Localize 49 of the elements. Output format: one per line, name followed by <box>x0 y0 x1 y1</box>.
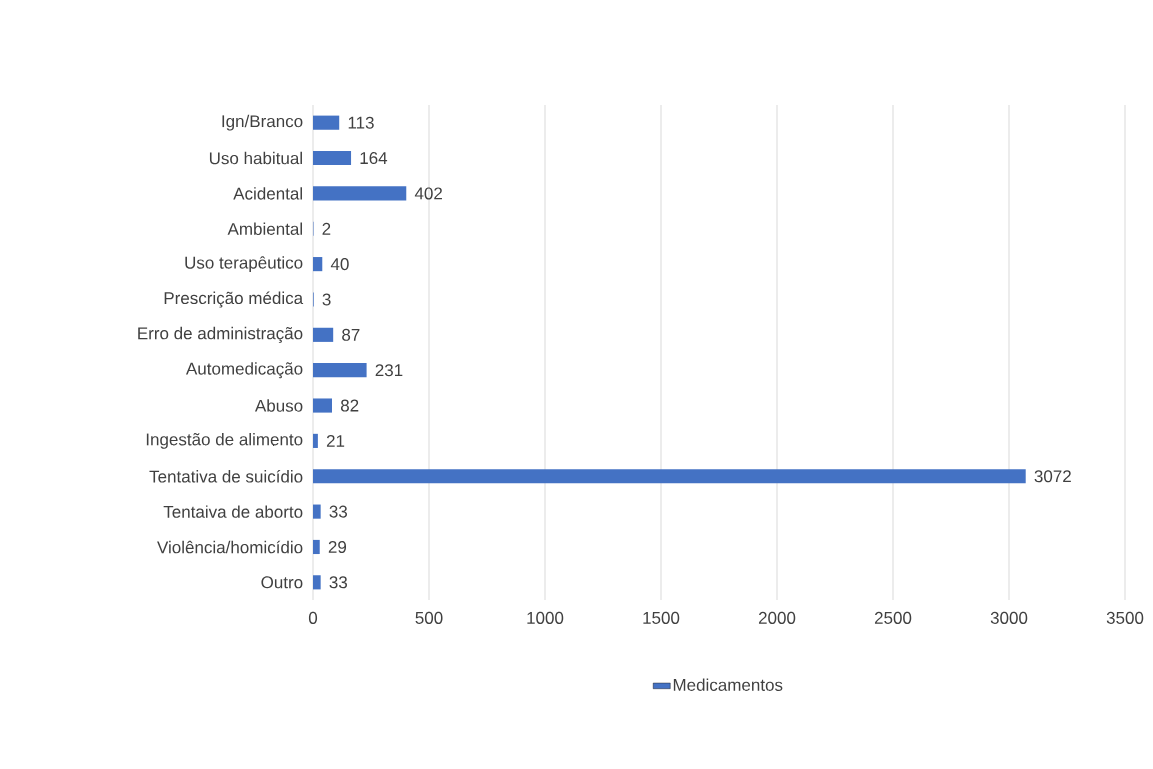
data-label: 40 <box>330 258 349 271</box>
x-tick-label: 1500 <box>643 611 680 624</box>
y-tick-label: Tentativa de suicídio <box>149 469 303 483</box>
y-tick-label: Ambiental <box>227 222 302 235</box>
data-label: 231 <box>375 364 403 377</box>
y-tick-label: Tentaiva de aborto <box>163 505 303 518</box>
y-tick-label: Prescrição médica <box>164 291 304 308</box>
data-label: 3 <box>322 293 331 306</box>
data-label: 87 <box>342 328 360 341</box>
y-tick-label: Uso habitual <box>209 151 302 165</box>
y-tick-label: Automedicação <box>185 362 303 379</box>
x-tick-label: 2500 <box>874 611 912 624</box>
y-tick-label: Abuso <box>254 399 303 412</box>
data-label: 2 <box>322 222 331 235</box>
data-label: 164 <box>360 152 388 165</box>
data-label: 21 <box>326 434 345 447</box>
data-label: 29 <box>328 540 347 553</box>
y-tick-label: Outro <box>261 576 303 589</box>
bar <box>313 504 321 519</box>
x-tick-label: 2000 <box>758 611 796 624</box>
y-tick-label: Ign/Branco <box>222 114 303 131</box>
x-tick-label: 500 <box>415 611 443 624</box>
x-tick-label: 1000 <box>527 611 564 624</box>
bar <box>313 257 323 272</box>
legend-label: Medicamentos <box>673 678 783 691</box>
bar <box>313 398 333 413</box>
y-tick-label: Uso terapêutico <box>185 256 303 273</box>
bar <box>313 539 320 555</box>
bar <box>313 115 340 130</box>
data-label: 402 <box>414 187 442 200</box>
y-tick-label: Ingestão de alimento <box>146 432 303 449</box>
data-label: 33 <box>329 576 348 589</box>
bar <box>313 469 1026 484</box>
data-label: 113 <box>348 116 374 129</box>
bar <box>313 186 407 201</box>
bar <box>313 327 334 342</box>
y-tick-label: Erro de administração <box>138 326 303 343</box>
x-tick-label: 3500 <box>1106 611 1144 624</box>
bar <box>313 363 367 378</box>
bar <box>313 433 318 448</box>
x-tick-label: 3000 <box>990 611 1028 624</box>
y-tick-label: Acidental <box>233 187 302 200</box>
bar <box>313 150 352 166</box>
bar <box>313 575 321 590</box>
data-label: 82 <box>340 399 359 412</box>
data-label: 33 <box>329 505 348 518</box>
data-label: 3072 <box>1034 470 1071 483</box>
x-tick-label: 0 <box>308 611 318 624</box>
y-tick-label: Violência/homicídio <box>157 540 303 554</box>
